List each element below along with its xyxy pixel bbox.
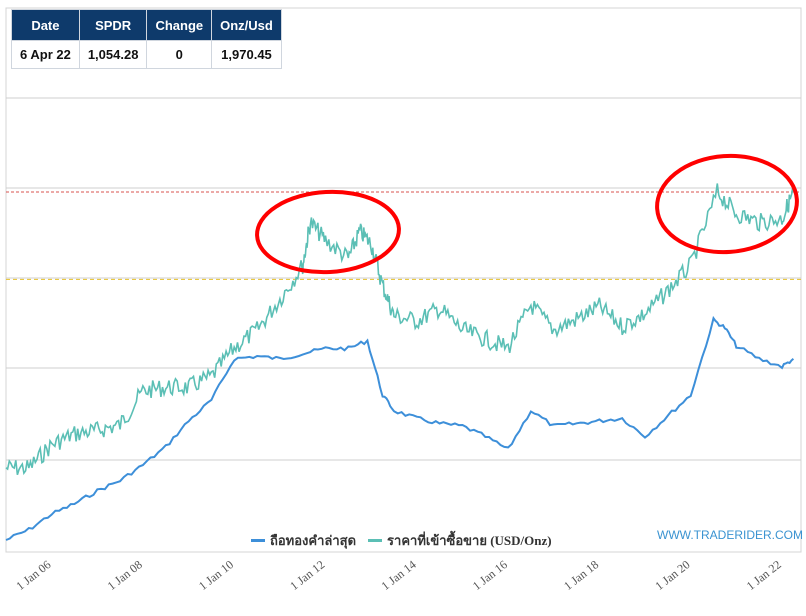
annotation-circle-2012 xyxy=(255,189,401,275)
legend-label-holdings: ถือทองคำล่าสุด xyxy=(270,533,357,548)
summary-table: Date SPDR Change Onz/Usd 6 Apr 22 1,054.… xyxy=(11,9,282,69)
x-tick-label: 1 Jan 06 xyxy=(13,557,53,593)
header-price: Onz/Usd xyxy=(211,9,282,41)
x-tick-label: 1 Jan 20 xyxy=(652,557,692,593)
chart-legend: ถือทองคำล่าสุด ราคาที่เข้าซื้อขาย (USD/O… xyxy=(251,530,552,551)
cell-change: 0 xyxy=(146,40,213,69)
x-tick-label: 1 Jan 18 xyxy=(561,557,601,593)
legend-swatch-holdings xyxy=(251,539,265,542)
summary-table-header-row: Date SPDR Change Onz/Usd xyxy=(11,9,282,41)
x-tick-label: 1 Jan 14 xyxy=(379,557,419,593)
legend-label-price: ราคาที่เข้าซื้อขาย (USD/Onz) xyxy=(387,533,552,548)
cell-spdr: 1,054.28 xyxy=(78,40,148,69)
x-tick-label: 1 Jan 12 xyxy=(287,557,327,593)
header-date: Date xyxy=(11,9,80,41)
x-tick-label: 1 Jan 10 xyxy=(196,557,236,593)
cell-date: 6 Apr 22 xyxy=(11,40,80,69)
cell-price: 1,970.45 xyxy=(211,40,282,69)
legend-swatch-price xyxy=(368,539,383,542)
header-spdr: SPDR xyxy=(78,9,148,41)
plot-frame xyxy=(5,7,802,553)
series-line-holdings xyxy=(5,315,795,541)
summary-table-row: 6 Apr 22 1,054.28 0 1,970.45 xyxy=(11,40,282,69)
legend-item-price[interactable]: ราคาที่เข้าซื้อขาย (USD/Onz) xyxy=(368,530,552,551)
x-tick-label: 1 Jan 08 xyxy=(105,557,145,593)
x-tick-label: 1 Jan 22 xyxy=(744,557,784,593)
legend-item-holdings[interactable]: ถือทองคำล่าสุด xyxy=(251,530,356,551)
watermark: WWW.TRADERIDER.COM xyxy=(657,528,803,542)
x-tick-label: 1 Jan 16 xyxy=(470,557,510,593)
series-line-price xyxy=(5,183,795,476)
annotation-circle-2021 xyxy=(655,153,799,255)
header-change: Change xyxy=(146,9,213,41)
